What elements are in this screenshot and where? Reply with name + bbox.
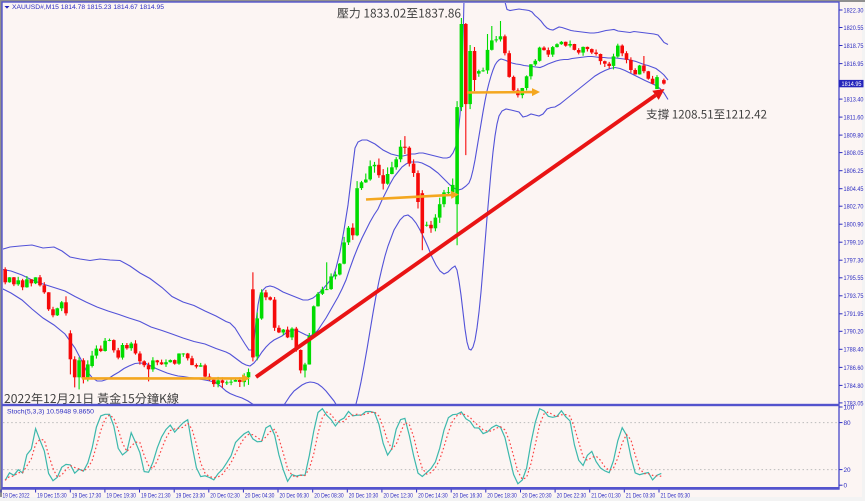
svg-text:Stoch(5,3,3) 10.5948 9.8650: Stoch(5,3,3) 10.5948 9.8650	[7, 408, 95, 415]
svg-text:19 Dec 23:30: 19 Dec 23:30	[176, 492, 206, 499]
svg-text:20 Dec 12:30: 20 Dec 12:30	[383, 492, 413, 499]
svg-text:1809.80: 1809.80	[844, 133, 864, 140]
svg-text:19 Dec 21:30: 19 Dec 21:30	[141, 492, 171, 499]
svg-text:1783.05: 1783.05	[844, 400, 864, 407]
svg-text:1799.10: 1799.10	[844, 240, 864, 247]
svg-text:1784.80: 1784.80	[844, 383, 864, 390]
svg-text:0: 0	[844, 483, 848, 490]
svg-text:1804.45: 1804.45	[844, 186, 864, 193]
svg-text:1800.90: 1800.90	[844, 222, 864, 229]
svg-text:1818.75: 1818.75	[844, 43, 864, 50]
svg-text:100: 100	[844, 404, 855, 411]
svg-text:1806.25: 1806.25	[844, 168, 864, 175]
svg-text:21 Dec 03:30: 21 Dec 03:30	[626, 492, 656, 499]
svg-text:20 Dec 18:30: 20 Dec 18:30	[487, 492, 517, 499]
svg-text:1793.75: 1793.75	[844, 293, 864, 300]
svg-text:1816.95: 1816.95	[844, 61, 864, 68]
svg-text:1802.70: 1802.70	[844, 204, 864, 211]
svg-text:1788.40: 1788.40	[844, 347, 864, 354]
svg-text:20 Dec 22:30: 20 Dec 22:30	[557, 492, 587, 499]
svg-text:1786.60: 1786.60	[844, 365, 864, 372]
svg-text:20 Dec 04:30: 20 Dec 04:30	[245, 492, 275, 499]
svg-text:19 Dec 19:30: 19 Dec 19:30	[106, 492, 136, 499]
svg-text:1795.55: 1795.55	[844, 275, 864, 282]
svg-text:1808.05: 1808.05	[844, 150, 864, 157]
svg-text:20 Dec 16:30: 20 Dec 16:30	[453, 492, 483, 499]
svg-text:21 Dec 05:30: 21 Dec 05:30	[661, 492, 691, 499]
svg-text:1820.55: 1820.55	[844, 25, 864, 32]
svg-text:20 Dec 02:30: 20 Dec 02:30	[210, 492, 240, 499]
svg-text:21 Dec 01:30: 21 Dec 01:30	[591, 492, 621, 499]
svg-text:19 Dec 15:30: 19 Dec 15:30	[37, 492, 67, 499]
svg-text:20 Dec 20:30: 20 Dec 20:30	[522, 492, 552, 499]
svg-text:1814.95: 1814.95	[842, 81, 862, 88]
svg-text:19 Dec 2022: 19 Dec 2022	[3, 492, 30, 499]
svg-text:1797.30: 1797.30	[844, 258, 864, 265]
svg-text:20 Dec 08:30: 20 Dec 08:30	[314, 492, 344, 499]
svg-text:80: 80	[844, 420, 852, 427]
svg-text:1811.60: 1811.60	[844, 115, 864, 122]
svg-text:1813.40: 1813.40	[844, 97, 864, 104]
svg-text:1790.20: 1790.20	[844, 329, 864, 336]
svg-text:19 Dec 17:30: 19 Dec 17:30	[72, 492, 102, 499]
svg-text:20: 20	[844, 467, 852, 474]
svg-text:20 Dec 14:30: 20 Dec 14:30	[418, 492, 448, 499]
svg-text:20 Dec 06:30: 20 Dec 06:30	[280, 492, 310, 499]
svg-text:1822.30: 1822.30	[844, 7, 864, 14]
svg-text:XAUUSD#,M15 1814.78 1815.23 1: XAUUSD#,M15 1814.78 1815.23 1814.67 1814…	[12, 4, 164, 11]
svg-text:20 Dec 10:30: 20 Dec 10:30	[349, 492, 379, 499]
svg-text:1791.95: 1791.95	[844, 311, 864, 318]
